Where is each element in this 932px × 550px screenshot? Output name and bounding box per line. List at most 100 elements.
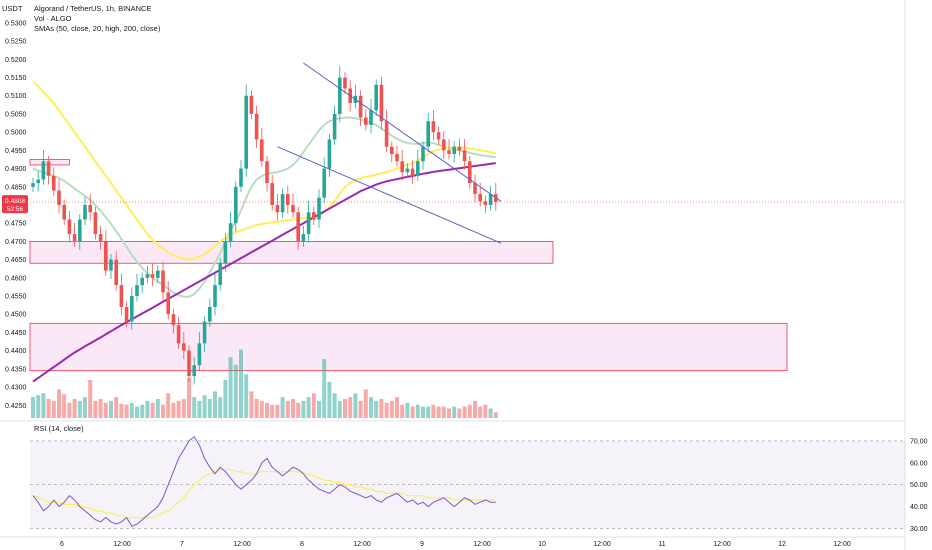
candle-body (270, 183, 274, 205)
candle-body (327, 139, 332, 169)
volume-bar (135, 406, 139, 418)
candle-body (197, 343, 202, 366)
candle-body (166, 292, 170, 315)
volume-bar (181, 399, 186, 418)
candle-body (98, 234, 103, 242)
volume-bar (103, 402, 108, 418)
candle-body (400, 161, 404, 173)
volume-bar (161, 404, 165, 418)
volume-bar (317, 400, 321, 418)
rsi-tick-label: 70.00 (910, 438, 928, 445)
candle-body (135, 285, 139, 297)
trendline (277, 146, 502, 244)
candle-body (161, 270, 165, 293)
candle-body (41, 161, 46, 180)
volume-bar (119, 403, 124, 418)
rsi-ma-line (32, 468, 496, 519)
candle-body (442, 139, 446, 151)
candle-body (447, 150, 451, 155)
price-tick-label: 0.5050 (5, 111, 27, 118)
volume-bar (129, 402, 134, 418)
volume-bar (337, 400, 342, 418)
volume-bar (447, 408, 451, 418)
price-tick-label: 0.5100 (5, 93, 27, 100)
volume-bar (353, 393, 358, 418)
time-tick-label: 9 (420, 541, 424, 548)
candle-body (478, 194, 482, 202)
volume-bar (124, 404, 129, 418)
time-tick-label: 12:00 (473, 541, 491, 548)
volume-bar (218, 397, 223, 418)
price-tick-label: 0.4550 (5, 294, 27, 301)
volume-bar (478, 406, 483, 418)
price-tick-label: 0.4950 (5, 148, 27, 155)
symbol-title[interactable]: Algorand / TetherUS, 1h, BINANCE (34, 4, 152, 13)
volume-bar (114, 397, 119, 418)
time-tick-label: 11 (658, 541, 665, 548)
candle-body (114, 259, 118, 286)
candle-body (462, 150, 467, 162)
price-tick-label: 0.4400 (5, 348, 27, 355)
volume-bar (327, 381, 332, 418)
volume-bar (31, 397, 35, 418)
time-tick-label: 12:00 (113, 541, 131, 548)
candle-body (119, 285, 124, 307)
candle-body (317, 197, 321, 220)
volume-bar (140, 404, 145, 418)
candle-body (296, 212, 300, 242)
volume-bar (311, 393, 316, 418)
volume-bar (306, 397, 311, 418)
candle-body (343, 77, 347, 89)
candle-body (93, 212, 98, 235)
volume-bar (67, 402, 72, 418)
price-tick-label: 0.4250 (5, 403, 27, 410)
sma20-high-line (32, 80, 497, 261)
price-tick-label: 0.4350 (5, 366, 27, 373)
candle-body (410, 168, 415, 176)
chart-legend: Algorand / TetherUS, 1h, BINANCE Vol · A… (34, 4, 160, 34)
volume-bar (98, 399, 103, 418)
volume-bar (239, 349, 243, 418)
rsi-line (32, 436, 496, 527)
candle-body (260, 139, 264, 162)
price-tick-label: 0.4500 (5, 312, 27, 319)
candle-body (390, 146, 394, 155)
price-tick-label: 0.5200 (5, 57, 27, 64)
time-tick-label: 12 (778, 541, 786, 548)
candle-body (140, 277, 144, 286)
volume-bar (249, 391, 254, 418)
candle-body (483, 201, 488, 205)
rsi-legend[interactable]: RSI (14, close) (34, 424, 84, 433)
support-zone (29, 240, 554, 264)
volume-bar (421, 406, 425, 418)
candle-body (171, 314, 176, 326)
candle-body (332, 113, 337, 140)
volume-legend[interactable]: Vol · ALGO (34, 14, 72, 23)
time-tick-label: 8 (300, 541, 304, 548)
sma-legend[interactable]: SMAs (50, close, 20, high, 200, close) (34, 24, 161, 33)
price-tick-label: 0.4650 (5, 257, 27, 264)
candle-body (457, 146, 462, 151)
volume-bar (166, 393, 171, 418)
volume-bar (389, 400, 394, 418)
price-tick-label: 0.4300 (5, 385, 27, 392)
candle-body (421, 146, 425, 162)
candle-body (275, 204, 280, 213)
volume-bar (441, 406, 446, 418)
volume-bar (488, 408, 493, 418)
volume-bar (400, 404, 405, 418)
candle-body (182, 343, 186, 351)
candle-body (322, 168, 326, 198)
candle-body (291, 204, 295, 213)
candle-body (244, 95, 248, 169)
candle-body (312, 212, 316, 220)
volume-bar (363, 389, 368, 418)
volume-bar (176, 400, 181, 418)
rsi-tick-label: 40.00 (910, 504, 928, 511)
volume-bar (88, 380, 93, 418)
candle-body (436, 132, 441, 140)
candle-body (338, 77, 342, 114)
candle-body (208, 306, 212, 322)
volume-bar (452, 406, 457, 418)
